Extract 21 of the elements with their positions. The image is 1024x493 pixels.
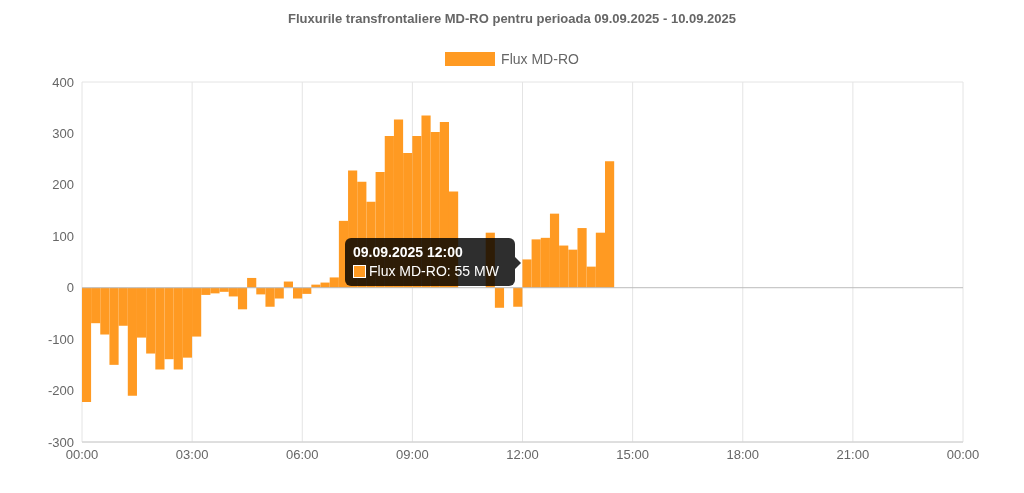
annotation: Flux MD-RO: 55 MW (369, 263, 499, 279)
y-tick-label: 300 (52, 126, 74, 142)
y-tick-label: 0 (66, 280, 74, 296)
x-tick-label: 00:00 (65, 447, 99, 463)
x-tick-label: 12:00 (506, 447, 539, 463)
legend-label: Flux MD-RO (501, 51, 579, 67)
x-tick-label: 21:00 (836, 447, 870, 463)
chart-title: Fluxurile transfrontaliere MD-RO pentru perioada 09.09.2025 - 10.09.2025 (287, 10, 737, 28)
x-tick-label: 15:00 (616, 447, 649, 463)
x-tick-label: 18:00 (726, 447, 760, 463)
x-tick-label: 06:00 (285, 447, 319, 463)
annotation: 09.09.2025 12:00 (353, 244, 464, 260)
y-tick-label: -100 (47, 331, 74, 347)
x-tick-label: 03:00 (175, 447, 209, 463)
y-tick-label: 400 (52, 74, 74, 90)
y-tick-label: 100 (52, 228, 74, 244)
y-tick-label: 200 (52, 177, 74, 193)
y-tick-label: -300 (47, 434, 74, 450)
x-tick-label: 00:00 (946, 447, 980, 463)
x-tick-label: 09:00 (396, 447, 429, 463)
y-tick-label: -200 (47, 383, 74, 399)
